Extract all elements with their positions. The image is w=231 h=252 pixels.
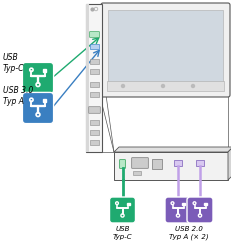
Bar [86,4,102,152]
Bar [133,171,141,175]
FancyBboxPatch shape [22,92,54,123]
Polygon shape [114,147,231,152]
Bar [204,203,207,205]
Polygon shape [228,147,231,180]
FancyBboxPatch shape [120,160,125,168]
Bar [43,69,46,72]
Text: USB 3.0
Typ A: USB 3.0 Typ A [3,86,33,106]
Bar [108,10,223,82]
Bar [196,160,204,166]
Bar [90,120,99,125]
Bar [86,4,89,152]
FancyBboxPatch shape [22,62,54,93]
Bar [43,99,46,102]
Circle shape [161,84,164,87]
Bar [90,59,99,64]
Bar [90,82,99,87]
Bar [152,159,162,169]
Bar [90,44,99,49]
Bar [107,81,224,91]
Bar [90,140,99,145]
Circle shape [122,84,125,87]
Bar [90,69,99,74]
FancyBboxPatch shape [101,3,230,97]
FancyBboxPatch shape [132,158,148,168]
Bar [90,130,99,135]
FancyBboxPatch shape [165,197,191,223]
FancyBboxPatch shape [187,197,213,223]
Bar [90,92,99,97]
Circle shape [191,84,195,87]
Bar [127,203,130,205]
FancyBboxPatch shape [109,197,136,223]
Text: USB
Typ-C: USB Typ-C [113,226,132,239]
Text: USB 2.0
Typ A (× 2): USB 2.0 Typ A (× 2) [169,226,209,240]
FancyBboxPatch shape [89,107,100,113]
Text: USB
Typ-C: USB Typ-C [3,53,24,73]
Bar [182,203,185,205]
Bar [174,160,182,166]
FancyBboxPatch shape [90,32,99,37]
Bar [114,152,228,180]
